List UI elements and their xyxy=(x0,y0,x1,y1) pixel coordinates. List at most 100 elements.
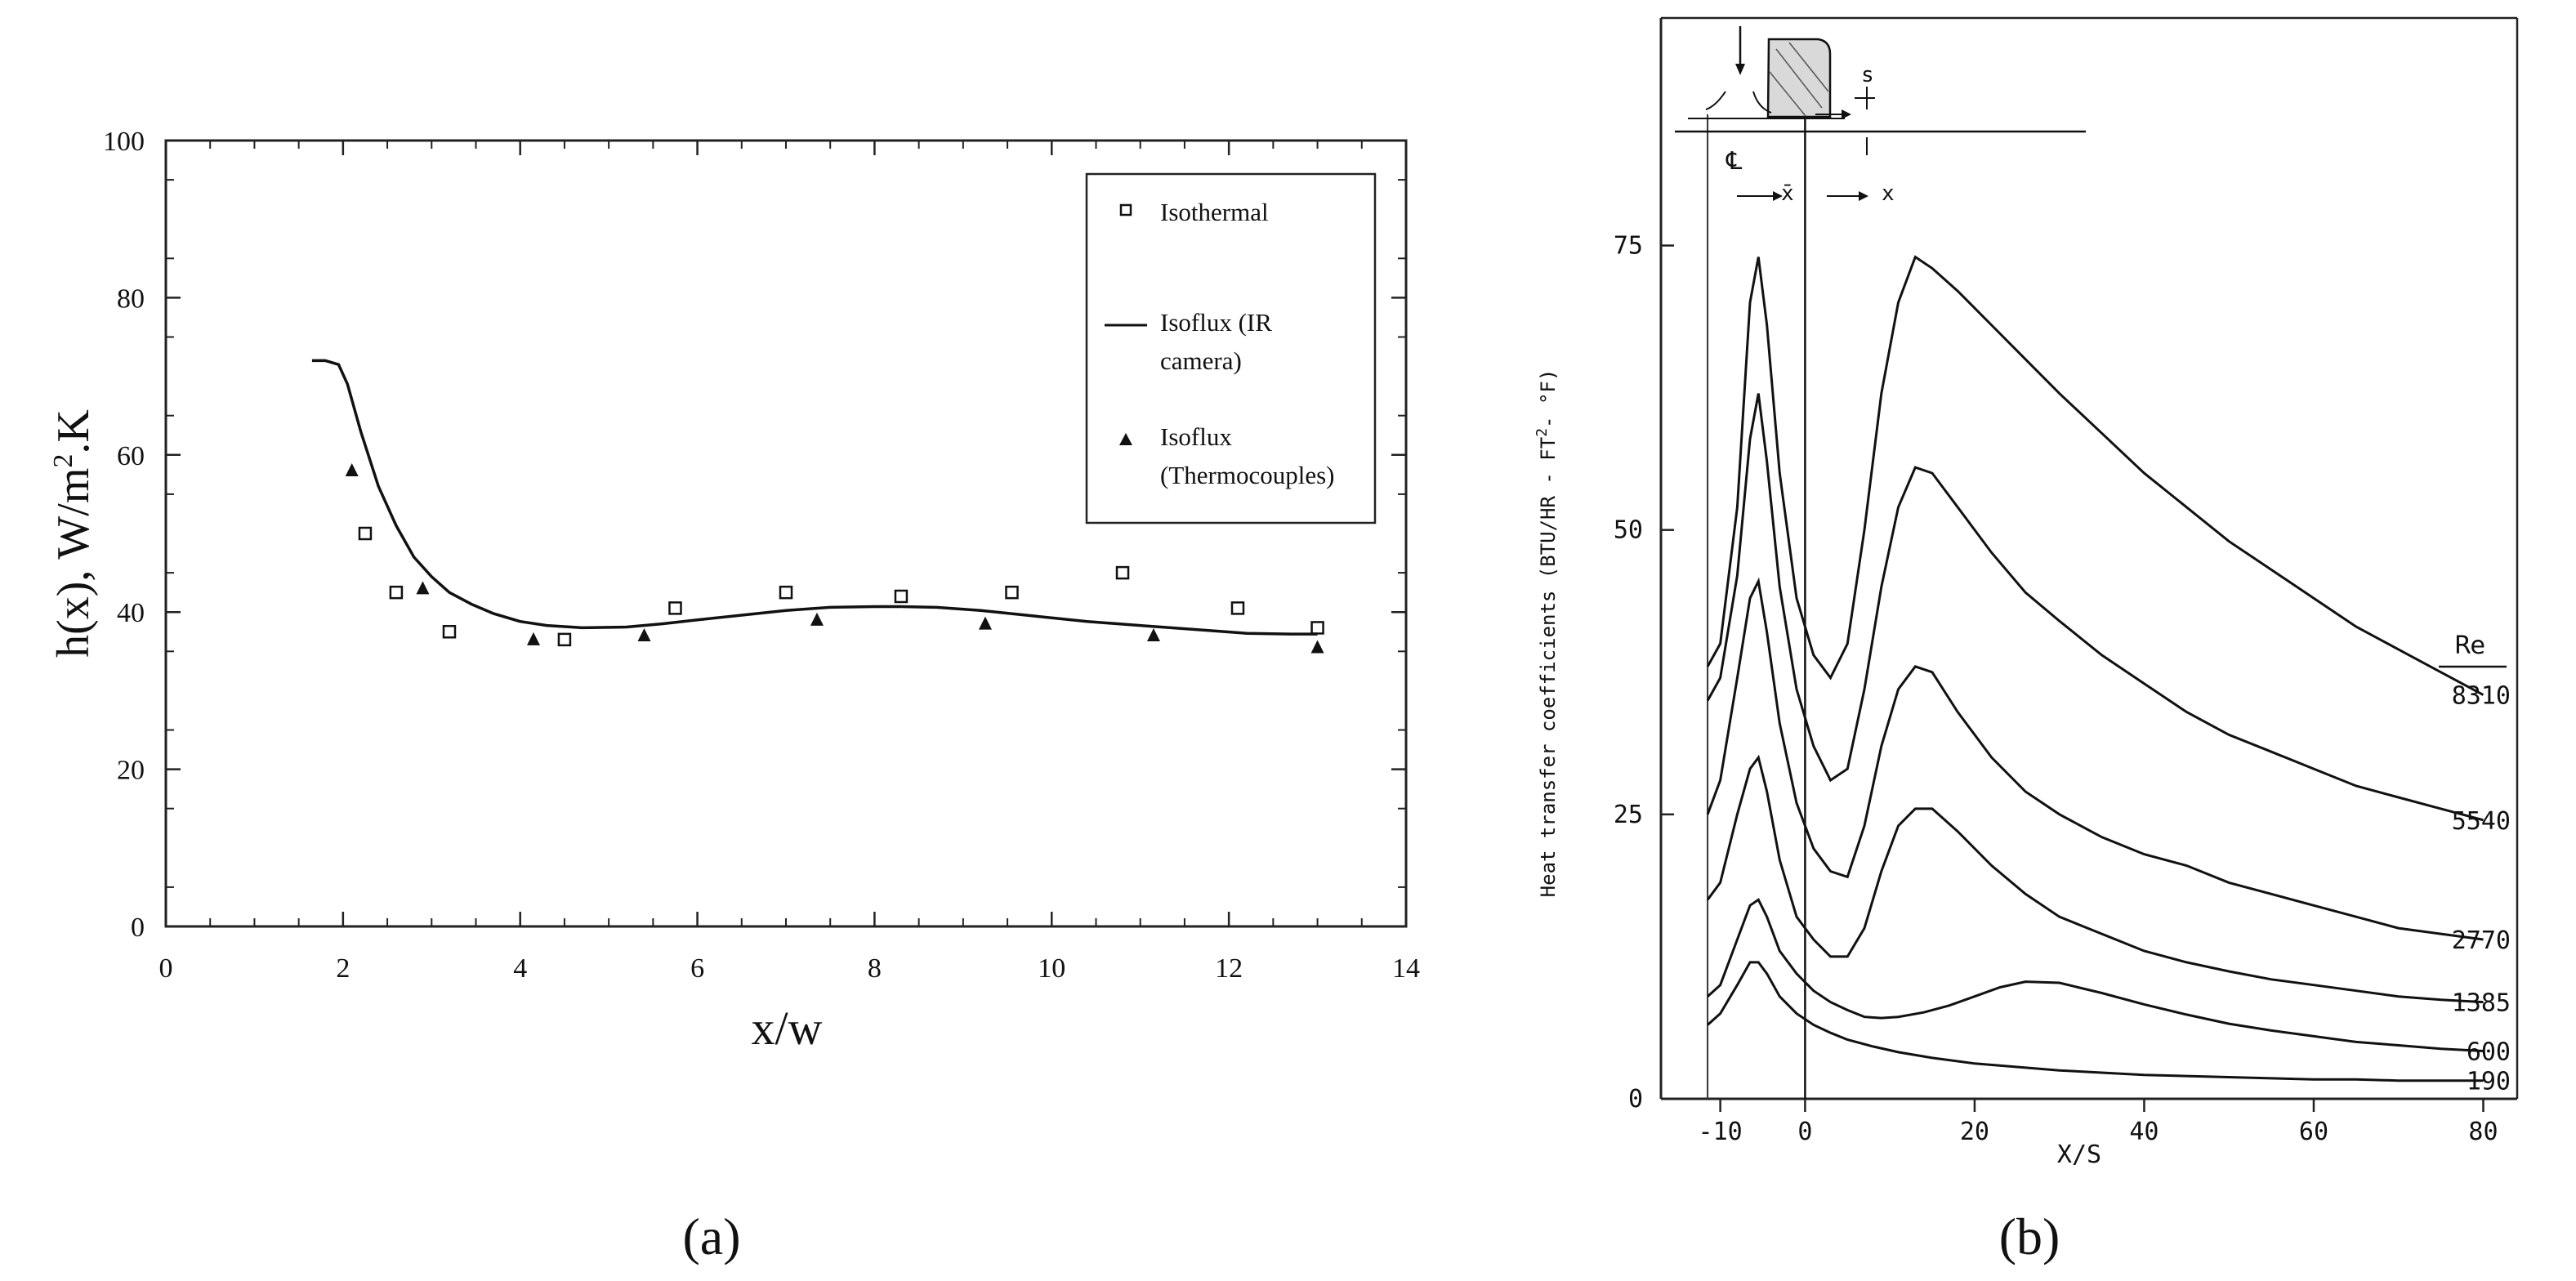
series-line-re-2770 xyxy=(1706,577,2484,941)
panel-b-series xyxy=(1706,255,2484,1082)
x-tick-label: 6 xyxy=(690,953,704,984)
b-y-label-tail: - °F) xyxy=(1537,369,1560,428)
data-point-isothermal xyxy=(1115,565,1130,580)
panel-a-y-axis-label: h(x), W/m2.K xyxy=(48,409,99,658)
x-tick-label: 4 xyxy=(513,953,527,984)
y-tick-label: 0 xyxy=(131,913,145,943)
panel-b-geometry-inset: s ℄ x̄ x xyxy=(1675,26,2086,206)
series-label-re-2770: 2770 xyxy=(2452,926,2511,955)
inset-hatch-line xyxy=(1769,71,1806,117)
y-tick-label: 40 xyxy=(117,598,145,628)
data-point-isothermal xyxy=(1005,585,1019,600)
panel-b-ticks xyxy=(1661,244,2484,1112)
inset-x-label: x xyxy=(1882,181,1895,206)
series-label-re-1385: 1385 xyxy=(2452,989,2511,1018)
series-line-re-190 xyxy=(1707,961,2484,1082)
data-point-isothermal xyxy=(668,601,682,615)
panel-b-vertical-guides xyxy=(1707,114,1806,1099)
legend-entry-isoflux-ir-line1: Isoflux (IR xyxy=(1160,308,1272,337)
inset-flow-curve-left xyxy=(1705,91,1726,110)
panel-b-x-tick-labels: -10 0 20 40 60 80 xyxy=(1699,1118,2498,1146)
series-line-re-1385 xyxy=(1706,754,2484,1004)
y-label-superscript: 2 xyxy=(48,454,78,468)
series-label-re-600: 600 xyxy=(2467,1038,2511,1067)
data-point-thermocouple xyxy=(416,581,430,595)
series-label-re-5540: 5540 xyxy=(2452,807,2511,836)
data-point-isothermal xyxy=(358,526,373,541)
series-line-re-600 xyxy=(1707,898,2484,1052)
x-tick-label: 8 xyxy=(868,953,882,984)
b-y-label-main: Heat transfer coefficients (BTU/HR - FT xyxy=(1537,437,1560,898)
b-x-tick-label: 0 xyxy=(1797,1118,1812,1146)
x-tick-label: 10 xyxy=(1038,953,1065,984)
inset-hatch-line xyxy=(1775,48,1823,109)
data-point-thermocouple xyxy=(810,612,824,626)
data-point-isothermal xyxy=(442,625,457,639)
b-x-tick-label: 60 xyxy=(2299,1118,2328,1146)
legend-marker-open-square-icon xyxy=(1119,203,1132,216)
x-tick-label: 14 xyxy=(1392,953,1420,984)
y-tick-label: 60 xyxy=(117,441,145,471)
data-point-thermocouple xyxy=(526,632,540,645)
y-tick-label: 20 xyxy=(117,756,145,786)
data-point-isothermal xyxy=(557,632,572,647)
x-tick-label: 0 xyxy=(159,953,173,984)
x-tick-label: 12 xyxy=(1215,953,1243,984)
panel-b-chart: 0 25 50 75 -10 0 20 40 60 80 8310 5540 2770 1385 600… xyxy=(1534,16,2519,1265)
inset-s-label: s xyxy=(1861,63,1874,87)
b-x-tick-label: 20 xyxy=(1960,1118,1989,1146)
data-point-isothermal xyxy=(894,589,909,604)
series-label-re-190: 190 xyxy=(2467,1068,2511,1096)
y-tick-label: 80 xyxy=(117,283,145,314)
inset-xbar-arrowhead-icon xyxy=(1773,191,1783,201)
b-y-tick-label: 0 xyxy=(1628,1085,1643,1114)
y-label-main: h(x), W/m xyxy=(48,468,99,658)
data-point-thermocouple xyxy=(637,628,651,642)
legend-box xyxy=(1085,172,1377,524)
data-point-isothermal xyxy=(1230,601,1245,615)
b-x-tick-label: 40 xyxy=(2129,1118,2159,1146)
panel-a-ticks xyxy=(164,139,1408,928)
panel-a-series xyxy=(311,359,1324,654)
y-label-tail: .K xyxy=(48,409,99,453)
panel-a-x-tick-labels: 0 2 4 6 8 10 12 14 xyxy=(159,953,1421,984)
legend-entry-isoflux-tc-line1: Isoflux xyxy=(1160,422,1232,451)
panel-a-x-axis-label: x/w xyxy=(752,1002,823,1055)
inset-xbar-label: x̄ xyxy=(1781,181,1794,206)
legend-entry-isoflux-ir-line2: camera) xyxy=(1160,346,1242,375)
series-line-re-8310 xyxy=(1706,255,2484,696)
inset-outflow-arrowhead-icon xyxy=(1842,109,1851,119)
legend-entry-isothermal: Isothermal xyxy=(1160,198,1269,226)
b-y-tick-label: 75 xyxy=(1614,232,1643,261)
series-label-re-8310: 8310 xyxy=(2452,682,2511,711)
data-point-thermocouple xyxy=(978,616,992,630)
data-point-isothermal xyxy=(1310,621,1324,635)
inset-inflow-arrowhead-icon xyxy=(1735,64,1745,75)
panel-b-y-axis-label: Heat transfer coefficients (BTU/HR - FT2… xyxy=(1534,369,1560,898)
legend-marker-filled-triangle-icon xyxy=(1119,433,1132,445)
y-tick-label: 100 xyxy=(103,127,145,157)
b-x-tick-label: -10 xyxy=(1699,1118,1743,1146)
panel-b-legend-title: Re xyxy=(2454,632,2485,660)
inset-centerline-symbol: ℄ xyxy=(1726,147,1742,176)
panel-a-chart: 0 20 40 60 80 100 0 2 4 6 8 10 12 14 Isothermal Isof… xyxy=(48,127,1420,1265)
data-point-isothermal xyxy=(389,585,404,600)
b-y-tick-label: 50 xyxy=(1614,516,1643,545)
data-point-thermocouple xyxy=(1146,628,1160,642)
legend-entry-isoflux-tc-line2: (Thermocouples) xyxy=(1160,461,1334,489)
b-x-tick-label: 80 xyxy=(2468,1118,2498,1146)
panel-a-y-tick-labels: 0 20 40 60 80 100 xyxy=(103,127,145,943)
data-point-isothermal xyxy=(779,585,793,600)
series-line-isoflux-ir xyxy=(311,359,1318,636)
data-point-thermocouple xyxy=(1310,640,1324,654)
panel-b-caption-label: (b) xyxy=(1999,1207,2060,1265)
panel-a-caption-label: (a) xyxy=(682,1207,740,1265)
inset-x-arrowhead-icon xyxy=(1859,191,1868,201)
inset-hatch-line xyxy=(1788,42,1829,92)
b-y-label-superscript: 2 xyxy=(1534,428,1551,437)
panel-b-x-axis-label: X/S xyxy=(2057,1140,2101,1169)
panel-a-legend: Isothermal Isoflux (IR camera) Isoflux (… xyxy=(1085,172,1377,524)
x-tick-label: 2 xyxy=(336,953,350,984)
